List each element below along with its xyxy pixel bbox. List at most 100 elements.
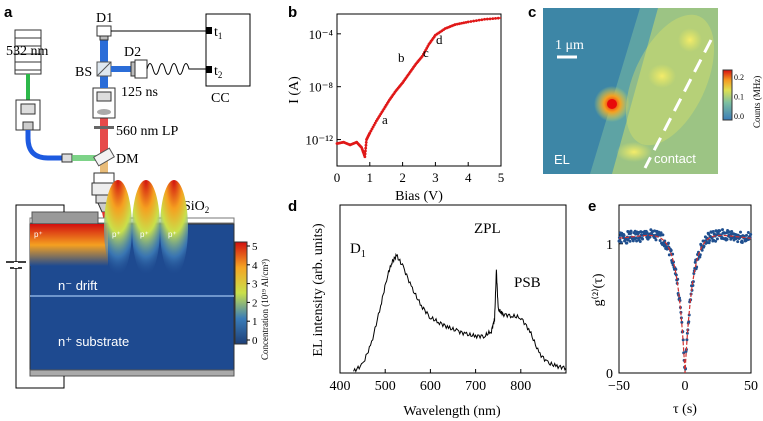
g2-point: [659, 231, 663, 235]
iv-point: [464, 20, 468, 24]
colorbar-a-tick-label: 5: [252, 241, 258, 253]
iv-point: [364, 141, 368, 144]
sio2-label: SiO2: [183, 199, 209, 215]
contact-edge-line: [643, 39, 713, 169]
colorbar-c-tick-label: 0.1: [734, 93, 744, 102]
plot-b-series: [335, 16, 502, 159]
g2-point: [745, 233, 749, 237]
g2-point: [685, 338, 689, 342]
g2-point: [718, 229, 722, 233]
panel-a: a 532 nm DM 560 nm LP: [4, 4, 270, 389]
laser-icon: [14, 29, 42, 75]
panel-label-b: b: [288, 4, 297, 21]
plot-e-ylabel: g⁽²⁾(τ): [591, 273, 606, 306]
svg-text:p⁺: p⁺: [112, 230, 121, 239]
el-map-image: [543, 8, 718, 174]
iv-curve: [336, 17, 502, 157]
g2-point: [638, 239, 642, 243]
plot-e-xlabel: τ (s): [673, 402, 697, 417]
spectrum-line: [353, 252, 567, 373]
g2-point: [667, 253, 671, 257]
iv-point: [496, 16, 500, 20]
g2-point: [680, 320, 684, 324]
g2-point: [736, 240, 740, 244]
plot-d-xtick-label: 400: [330, 379, 351, 394]
n-substrate-label: n⁺ substrate: [58, 334, 129, 349]
d2-label: D2: [124, 45, 141, 60]
g2-point: [725, 237, 729, 241]
iv-point: [363, 152, 367, 156]
annotation-c: c: [423, 45, 429, 60]
g2-point: [658, 239, 662, 243]
panel-label-d: d: [288, 198, 297, 215]
colorbar-c-label: Counts (MHz): [752, 76, 762, 128]
sio2-layer: [29, 217, 235, 224]
lp-filter: [94, 126, 114, 129]
n-drift-label: n⁻ drift: [58, 278, 98, 293]
g2-point: [716, 231, 720, 235]
g2-point: [687, 320, 691, 324]
g2-point: [641, 237, 645, 241]
g2-point: [629, 232, 633, 236]
annotation-zpl: ZPL: [474, 221, 501, 237]
iv-point: [469, 20, 473, 23]
back-contact: [29, 369, 235, 377]
g2-point: [698, 255, 702, 259]
g2-point: [702, 244, 706, 248]
plot-e-ytick-label: 1: [606, 238, 613, 253]
plot-d-xtick-label: 600: [420, 379, 441, 394]
colorbar-a-label: Concentration (10¹⁹ Al/cm³): [260, 259, 270, 360]
plot-d-xtick-label: 500: [375, 379, 396, 394]
g2-point: [669, 248, 673, 252]
t1-label: t1: [214, 25, 222, 41]
g2-point: [727, 230, 731, 234]
iv-point: [472, 19, 476, 23]
beam-splitter: [96, 61, 112, 77]
panel-b: b 0 1 2 3 4 5 10⁻¹² 10⁻⁸ 10⁻⁴ Bias (V) I (A) a b…: [287, 4, 504, 204]
device-cross-section: [29, 180, 235, 371]
g2-point: [634, 236, 638, 240]
plot-b-frame: [336, 13, 502, 167]
iv-point: [364, 146, 368, 150]
g2-point: [631, 239, 635, 243]
d1-label: D1: [96, 11, 113, 26]
iv-point: [453, 23, 457, 26]
annotation-a: a: [382, 112, 388, 127]
plot-d-ylabel: EL intensity (arb. units): [311, 223, 326, 357]
iv-point: [363, 155, 367, 159]
contact-label: contact: [654, 151, 696, 166]
colorbar-a-tick-label: 1: [252, 316, 258, 328]
colorbar-a-tick-label: 0: [252, 335, 258, 347]
iv-point: [455, 22, 459, 26]
iv-point: [480, 18, 484, 22]
g2-point: [720, 228, 724, 232]
lens-assembly-icon: [92, 87, 116, 119]
plot-e-xtick-label: 0: [682, 379, 689, 394]
g2-point: [654, 238, 658, 242]
plot-e-xtick-label: −50: [608, 379, 630, 394]
colorbar-c-ticks: 0.2 0.1 0.0: [734, 73, 744, 121]
iv-point: [364, 149, 367, 153]
panel-d: d 400 500 600 700 800 Wavelength (nm) EL int…: [288, 198, 567, 419]
coincidence-counter: [205, 13, 251, 87]
g2-point: [661, 233, 665, 237]
laser-wavelength-label: 532 nm: [6, 44, 49, 59]
colorbar-c-tick-label: 0.0: [734, 112, 744, 121]
iv-point: [475, 19, 478, 23]
iv-point: [458, 22, 461, 26]
iv-point: [483, 17, 486, 21]
plot-d-frame: [339, 204, 567, 374]
plot-b-xlabel: Bias (V): [395, 189, 443, 204]
lp-filter-label: 560 nm LP: [116, 124, 178, 139]
fiber-cable: [25, 130, 70, 161]
plot-b-xtick-label: 0: [334, 170, 341, 185]
plot-d-xlabel: Wavelength (nm): [403, 404, 501, 419]
svg-text:p⁺: p⁺: [168, 230, 177, 239]
g2-point: [648, 235, 652, 239]
plot-e-series: [617, 228, 753, 374]
metal-contact: [31, 211, 99, 225]
t2-label: t2: [214, 64, 222, 80]
iv-point: [491, 17, 495, 21]
